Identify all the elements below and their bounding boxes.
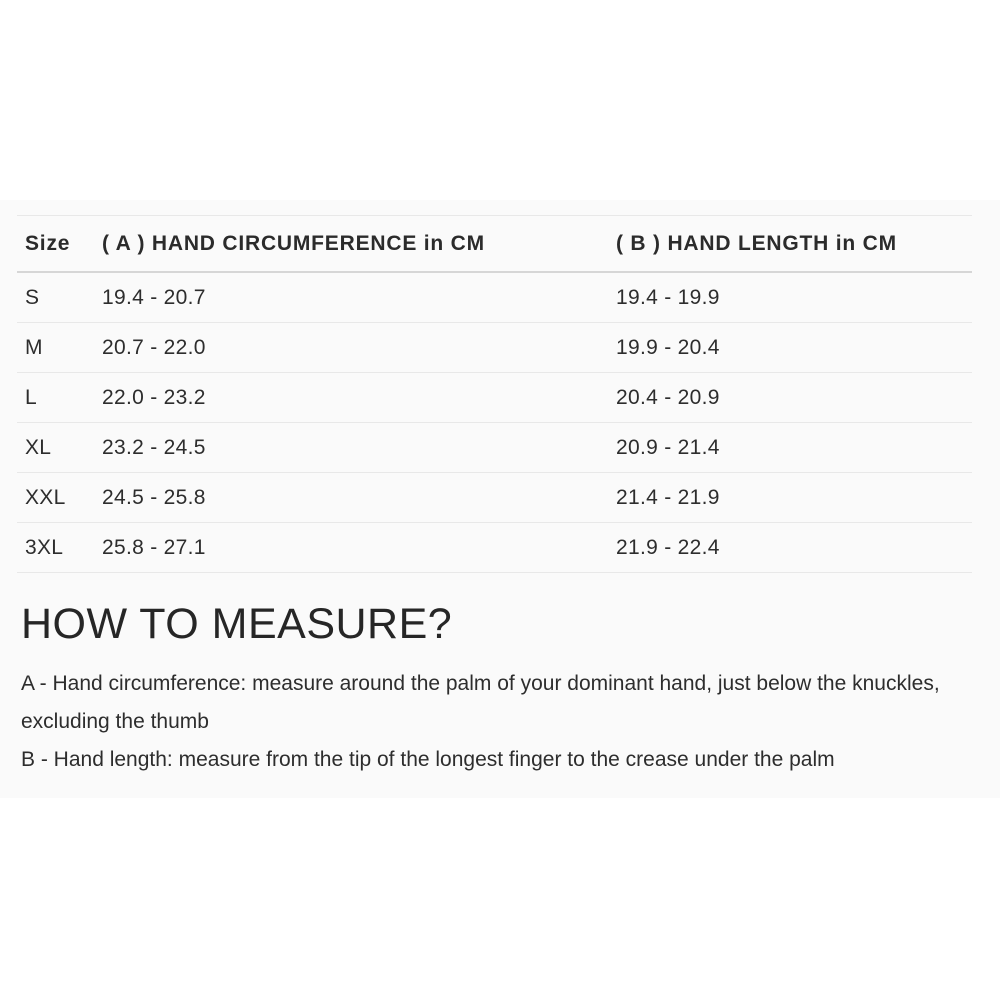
size-cell: M bbox=[17, 322, 102, 373]
table-row: M 20.7 - 22.0 19.9 - 20.4 bbox=[17, 322, 972, 373]
length-cell: 21.4 - 21.9 bbox=[616, 472, 972, 523]
circumference-cell: 19.4 - 20.7 bbox=[102, 272, 616, 323]
column-header-size: Size bbox=[17, 215, 102, 273]
length-cell: 19.9 - 20.4 bbox=[616, 322, 972, 373]
size-guide-panel: Size ( A ) HAND CIRCUMFERENCE in CM ( B … bbox=[0, 200, 1000, 798]
table-row: XL 23.2 - 24.5 20.9 - 21.4 bbox=[17, 422, 972, 473]
column-header-hand-circumference: ( A ) HAND CIRCUMFERENCE in CM bbox=[102, 215, 616, 273]
how-to-measure-heading: HOW TO MEASURE? bbox=[21, 600, 453, 648]
size-chart-table: Size ( A ) HAND CIRCUMFERENCE in CM ( B … bbox=[17, 215, 972, 573]
table-row: XXL 24.5 - 25.8 21.4 - 21.9 bbox=[17, 472, 972, 523]
circumference-cell: 20.7 - 22.0 bbox=[102, 322, 616, 373]
size-cell: XXL bbox=[17, 472, 102, 523]
length-cell: 19.4 - 19.9 bbox=[616, 272, 972, 323]
instruction-b: B - Hand length: measure from the tip of… bbox=[21, 748, 835, 771]
circumference-cell: 25.8 - 27.1 bbox=[102, 522, 616, 573]
length-cell: 20.9 - 21.4 bbox=[616, 422, 972, 473]
table-row: S 19.4 - 20.7 19.4 - 19.9 bbox=[17, 272, 972, 323]
instruction-a: A - Hand circumference: measure around t… bbox=[21, 672, 940, 733]
circumference-cell: 23.2 - 24.5 bbox=[102, 422, 616, 473]
table-row: L 22.0 - 23.2 20.4 - 20.9 bbox=[17, 372, 972, 423]
size-cell: S bbox=[17, 272, 102, 323]
circumference-cell: 24.5 - 25.8 bbox=[102, 472, 616, 523]
table-header-row: Size ( A ) HAND CIRCUMFERENCE in CM ( B … bbox=[17, 215, 972, 273]
size-cell: XL bbox=[17, 422, 102, 473]
table-row: 3XL 25.8 - 27.1 21.9 - 22.4 bbox=[17, 522, 972, 573]
length-cell: 21.9 - 22.4 bbox=[616, 522, 972, 573]
size-cell: 3XL bbox=[17, 522, 102, 573]
size-cell: L bbox=[17, 372, 102, 423]
column-header-hand-length: ( B ) HAND LENGTH in CM bbox=[616, 215, 972, 273]
measure-instructions: A - Hand circumference: measure around t… bbox=[21, 665, 971, 779]
circumference-cell: 22.0 - 23.2 bbox=[102, 372, 616, 423]
length-cell: 20.4 - 20.9 bbox=[616, 372, 972, 423]
